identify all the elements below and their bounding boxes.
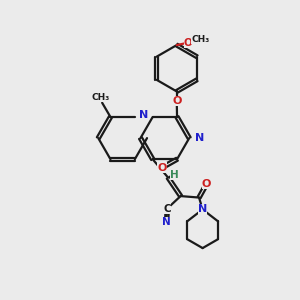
Text: N: N	[139, 110, 148, 120]
Text: O: O	[158, 163, 167, 172]
Text: O: O	[184, 38, 192, 48]
Text: O: O	[172, 96, 182, 106]
Text: N: N	[198, 204, 207, 214]
Text: N: N	[195, 133, 204, 143]
Text: H: H	[170, 170, 179, 180]
Text: C: C	[164, 204, 171, 214]
Text: O: O	[202, 179, 211, 189]
Text: N: N	[162, 217, 171, 227]
Text: CH₃: CH₃	[92, 93, 110, 102]
Text: CH₃: CH₃	[191, 34, 210, 43]
